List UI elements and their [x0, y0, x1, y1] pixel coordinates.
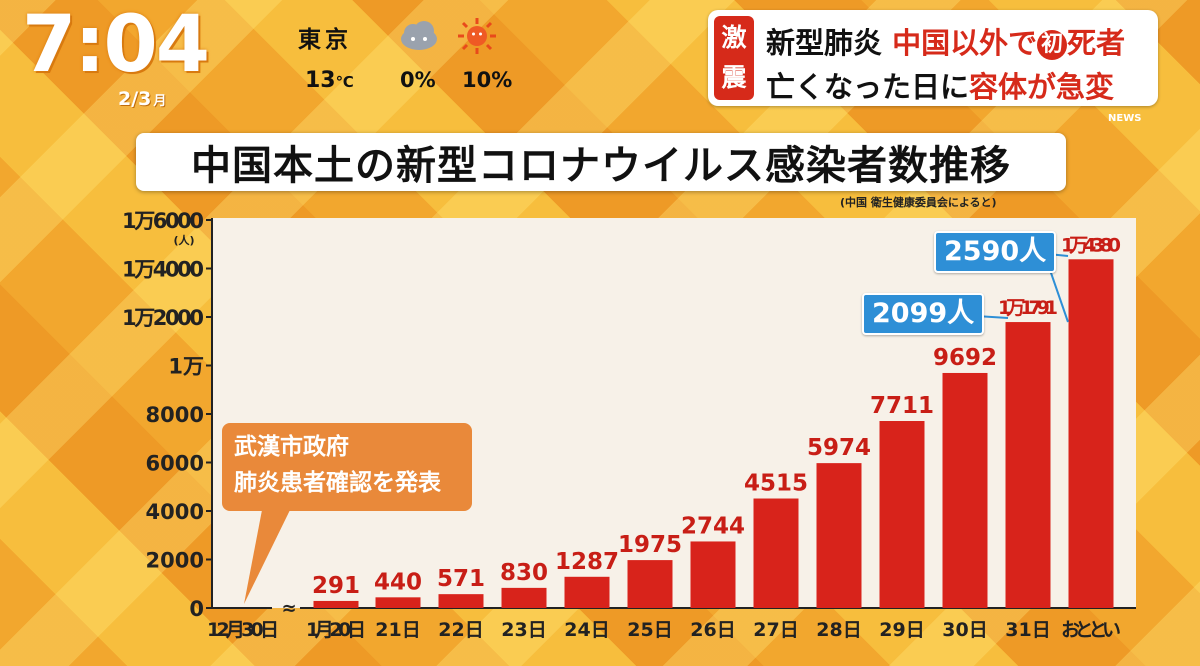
bubble-connector-2b	[1049, 269, 1069, 323]
y-tick-label: 1万	[168, 355, 204, 379]
x-tick-label-0: 12月30日	[207, 619, 279, 641]
clock-time: 7:04	[22, 0, 210, 90]
bar-8	[753, 498, 799, 608]
precip-am: 0%	[400, 68, 436, 92]
value-label-11: 9692	[933, 345, 997, 371]
headline-line-1: 新型肺炎 中国以外で初死者	[766, 20, 1125, 62]
date-value: 2/3	[118, 88, 152, 110]
x-tick-label-7: 26日	[690, 619, 735, 641]
x-tick-label-4: 23日	[501, 619, 546, 641]
tag-char-2: 震	[721, 63, 747, 92]
temp-unit: ℃	[335, 73, 354, 91]
x-tick-label-3: 22日	[438, 619, 483, 641]
y-tick-label: 8000	[146, 403, 204, 427]
x-tick-label-11: 30日	[942, 619, 987, 641]
cloud-icon	[401, 21, 437, 50]
callout-line-2: 肺炎患者確認を発表	[234, 470, 441, 496]
y-tick-label: 1万6000	[122, 209, 204, 233]
bar-10	[879, 421, 925, 608]
bar-4	[501, 587, 547, 608]
precip-pm: 10%	[462, 68, 513, 92]
x-tick-label-9: 28日	[816, 619, 861, 641]
headline-tag: 激 震	[714, 16, 754, 100]
value-label-13: 1万4380	[1061, 234, 1121, 256]
headline-circle-mark: 初	[1037, 30, 1068, 60]
increase-bubble-2590: 2590人	[934, 231, 1057, 273]
value-label-7: 2744	[681, 513, 745, 539]
bar-1	[313, 600, 359, 608]
x-tick-label-13: おととい	[1061, 619, 1121, 641]
bar-12	[1005, 322, 1051, 608]
x-tick-label-12: 31日	[1005, 619, 1050, 641]
x-tick-label-6: 25日	[627, 619, 672, 641]
clock-date: 2/3 月	[118, 88, 166, 110]
x-tick-label-1: 1月20日	[306, 619, 366, 641]
headline-line2-emph: 容体が急変	[969, 70, 1115, 104]
bar-11	[942, 372, 988, 608]
callout-pointer	[244, 510, 290, 604]
date-day: 月	[153, 94, 167, 109]
headline-line-2: 亡くなった日に容体が急変	[766, 64, 1114, 106]
value-label-8: 4515	[744, 471, 808, 497]
increase-bubble-2099: 2099人	[862, 293, 985, 335]
news-label: NEWS	[1108, 113, 1142, 124]
bar-13	[1068, 259, 1114, 608]
weather-city: 東京	[298, 27, 352, 53]
bar-6	[627, 560, 673, 608]
value-label-2: 440	[374, 569, 422, 595]
x-tick-label-2: 21日	[375, 619, 420, 641]
bar-5	[564, 576, 610, 608]
callout-line-1: 武漢市政府	[234, 434, 349, 460]
y-tick-label: 1万4000	[122, 258, 204, 282]
bar-9	[816, 463, 862, 608]
sun-icon	[458, 18, 496, 54]
value-label-4: 830	[500, 560, 548, 586]
bar-7	[690, 541, 736, 608]
value-label-9: 5974	[807, 435, 871, 461]
value-label-1: 291	[312, 573, 360, 599]
tag-char-1: 激	[721, 23, 747, 52]
weather-temperature: 13℃	[305, 68, 354, 93]
chart-title: 中国本土の新型コロナウイルス感染者数推移	[136, 133, 1066, 191]
temp-value: 13	[305, 68, 336, 93]
x-tick-label-8: 27日	[753, 619, 798, 641]
value-label-6: 1975	[618, 532, 682, 558]
axis-break-mark: ≈	[281, 598, 296, 619]
y-tick-label: 2000	[146, 549, 204, 573]
headline-emph-2: 死者	[1067, 26, 1126, 60]
headline-emph-1: 中国以外で	[892, 26, 1038, 60]
y-tick-label: 0	[189, 597, 204, 621]
chart-source-note: (中国 衛生健康委員会によると)	[840, 196, 997, 209]
y-axis-unit: (人)	[173, 233, 194, 247]
y-tick-label: 1万2000	[122, 306, 204, 330]
x-tick-label-5: 24日	[564, 619, 609, 641]
callout-wuhan: 武漢市政府 肺炎患者確認を発表	[222, 423, 472, 511]
y-tick-label: 4000	[146, 500, 204, 524]
value-label-12: 1万1791	[998, 297, 1058, 319]
value-label-3: 571	[437, 566, 485, 592]
bar-2	[375, 597, 421, 608]
value-label-10: 7711	[870, 393, 934, 419]
headline-panel: 激 震 新型肺炎 中国以外で初死者 亡くなった日に容体が急変	[708, 10, 1158, 106]
bar-3	[438, 594, 484, 608]
y-tick-label: 6000	[146, 452, 204, 476]
headline-line2-text: 亡くなった日に	[766, 70, 970, 104]
headline-topic: 新型肺炎	[766, 26, 893, 60]
value-label-5: 1287	[555, 549, 619, 575]
x-tick-label-10: 29日	[879, 619, 924, 641]
